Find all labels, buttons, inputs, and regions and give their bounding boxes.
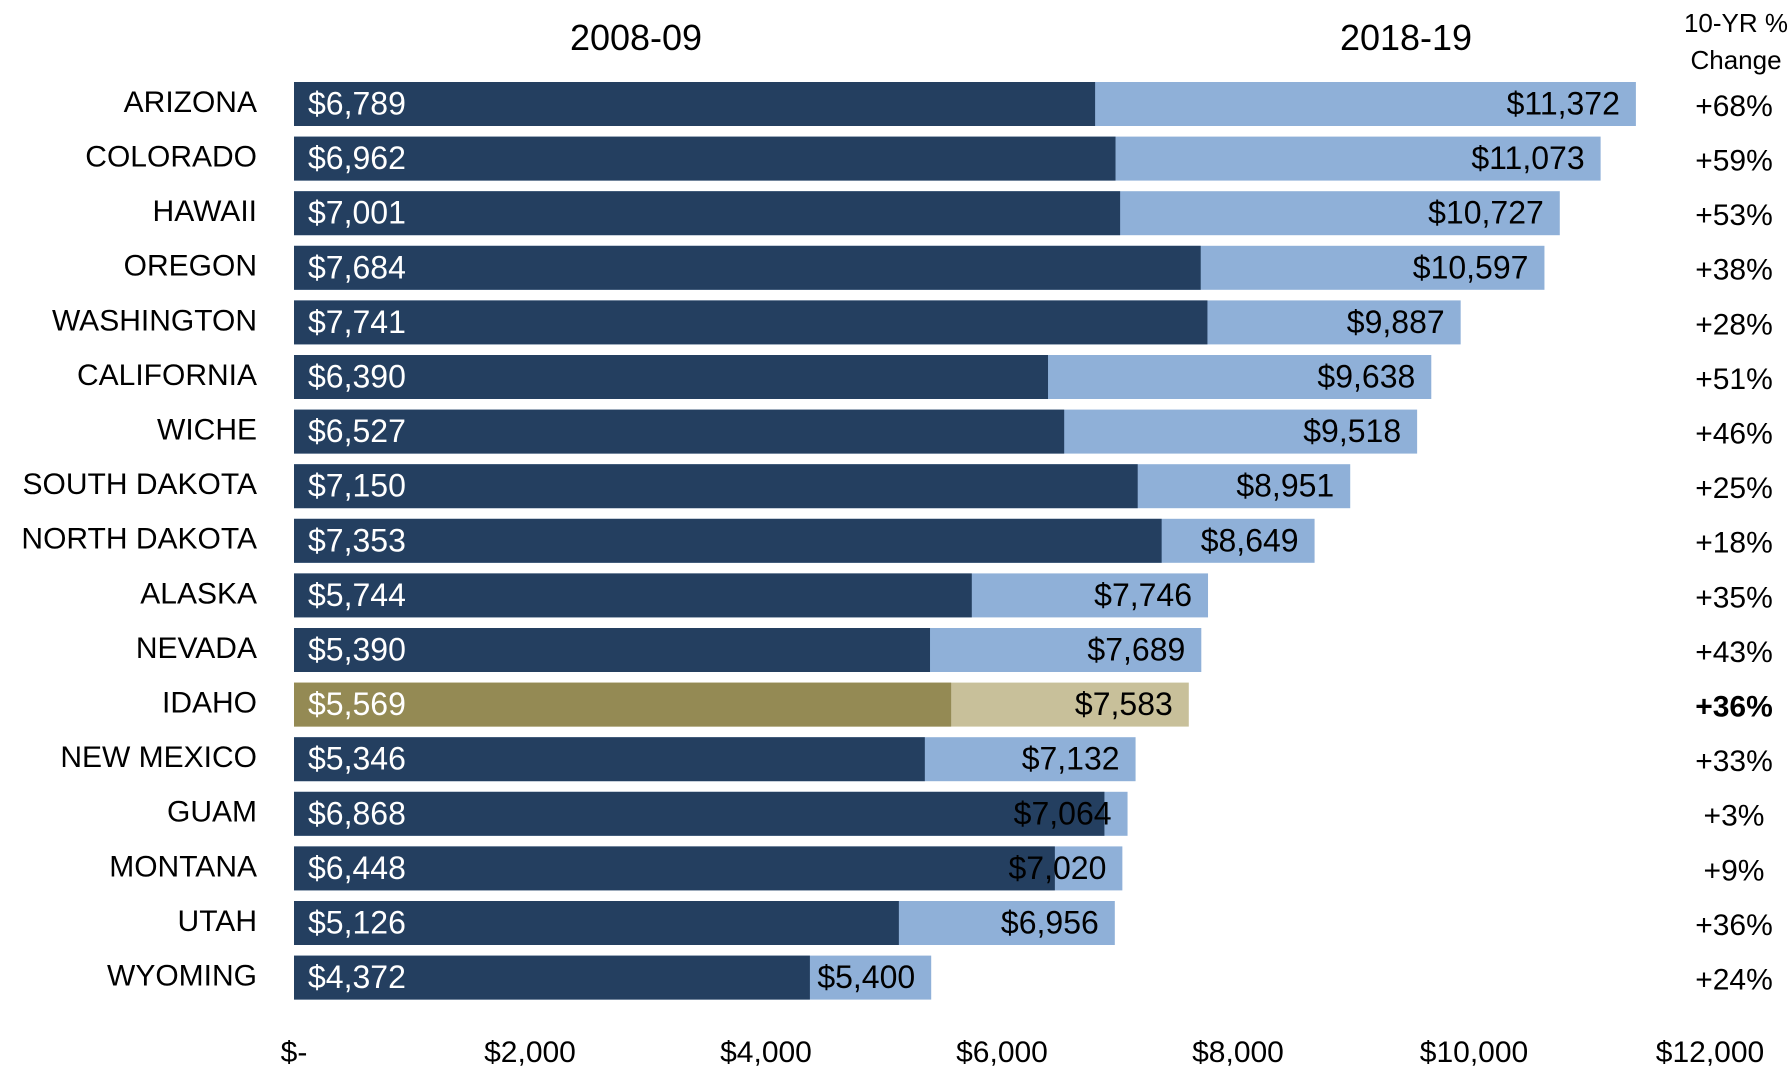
- change-label: +35%: [1695, 581, 1773, 614]
- change-label: +43%: [1695, 636, 1773, 669]
- category-label: IDAHO: [162, 687, 257, 720]
- data-label-2008-09: $6,789: [308, 85, 406, 121]
- data-label-2008-09: $5,126: [308, 904, 406, 940]
- data-label-2018-19: $6,956: [1001, 904, 1099, 940]
- data-label-2018-19: $9,887: [1347, 304, 1445, 340]
- x-tick-label: $2,000: [484, 1036, 576, 1069]
- series-header-2018-19: 2018-19: [1340, 17, 1472, 58]
- category-label: NEVADA: [136, 632, 257, 665]
- data-label-2008-09: $7,741: [308, 304, 406, 340]
- data-label-2018-19: $5,400: [817, 959, 915, 995]
- bar-2008-09: [294, 955, 810, 1000]
- bar-2008-09: [294, 901, 899, 945]
- data-label-2018-19: $7,583: [1075, 686, 1173, 722]
- bar-2008-09: [294, 409, 1065, 454]
- data-label-2008-09: $6,868: [308, 795, 406, 831]
- data-label-2008-09: $6,527: [308, 413, 406, 449]
- data-label-2008-09: $5,744: [308, 577, 406, 613]
- data-label-2018-19: $7,132: [1022, 741, 1120, 777]
- change-label: +25%: [1695, 472, 1773, 505]
- series-header-2008-09: 2008-09: [570, 17, 702, 58]
- change-label: +38%: [1695, 254, 1773, 287]
- data-label-2018-19: $11,073: [1471, 140, 1584, 176]
- category-label: OREGON: [124, 250, 257, 283]
- bar-2008-09: [294, 791, 1105, 836]
- data-label-2018-19: $8,951: [1236, 468, 1334, 504]
- data-label-2018-19: $7,746: [1094, 577, 1192, 613]
- x-tick-label: $4,000: [720, 1036, 812, 1069]
- bar-2008-09: [294, 300, 1208, 345]
- data-label-2008-09: $6,962: [308, 140, 406, 176]
- change-label: +46%: [1695, 418, 1773, 451]
- change-label: +9%: [1704, 854, 1765, 887]
- bar-2008-09: [294, 82, 1096, 126]
- category-label: WYOMING: [107, 960, 257, 993]
- category-label: UTAH: [178, 905, 257, 938]
- category-label: WICHE: [157, 414, 257, 447]
- bar-2008-09: [294, 355, 1049, 399]
- bar-2008-09: [294, 191, 1121, 236]
- data-label-2018-19: $9,638: [1317, 358, 1415, 394]
- category-label: COLORADO: [85, 141, 257, 174]
- data-label-2008-09: $7,001: [308, 195, 406, 231]
- x-tick-label: $6,000: [956, 1036, 1048, 1069]
- data-label-2018-19: $7,689: [1087, 631, 1185, 667]
- change-label: +33%: [1695, 745, 1773, 778]
- x-tick-label: $10,000: [1420, 1036, 1528, 1069]
- bar-2008-09: [294, 464, 1138, 509]
- change-label: +24%: [1695, 964, 1773, 997]
- x-tick-label: $12,000: [1656, 1036, 1764, 1069]
- category-label: WASHINGTON: [52, 304, 257, 337]
- data-label-2008-09: $5,390: [308, 631, 406, 667]
- bar-2008-09: [294, 737, 925, 782]
- category-label: CALIFORNIA: [77, 359, 257, 392]
- category-label: SOUTH DAKOTA: [23, 468, 257, 501]
- change-label: +18%: [1695, 527, 1773, 560]
- bar-2008-09: [294, 682, 952, 727]
- change-label: +53%: [1695, 199, 1773, 232]
- change-label: +3%: [1704, 800, 1765, 833]
- category-label: NEW MEXICO: [60, 741, 257, 774]
- data-label-2018-19: $11,372: [1507, 85, 1620, 121]
- change-label: +36%: [1695, 909, 1773, 942]
- bar-2008-09: [294, 136, 1116, 181]
- data-label-2008-09: $4,372: [308, 959, 406, 995]
- category-label: HAWAII: [153, 195, 257, 228]
- data-label-2008-09: $6,390: [308, 358, 406, 394]
- data-label-2008-09: $7,150: [308, 468, 406, 504]
- bar-2008-09: [294, 628, 931, 672]
- data-label-2018-19: $8,649: [1201, 522, 1299, 558]
- change-label: +59%: [1695, 145, 1773, 178]
- category-label: NORTH DAKOTA: [21, 523, 257, 556]
- data-label-2008-09: $7,353: [308, 522, 406, 558]
- bar-2008-09: [294, 846, 1055, 891]
- change-header-line1: 10-YR %: [1684, 8, 1788, 38]
- change-label: +36%: [1695, 691, 1773, 724]
- bar-2008-09: [294, 245, 1201, 290]
- category-label: GUAM: [167, 796, 257, 829]
- data-label-2008-09: $5,346: [308, 741, 406, 777]
- category-label: ARIZONA: [124, 86, 257, 119]
- data-label-2018-19: $9,518: [1303, 413, 1401, 449]
- data-label-2018-19: $10,597: [1413, 249, 1529, 285]
- data-label-2018-19: $10,727: [1428, 195, 1544, 231]
- change-label: +51%: [1695, 363, 1773, 396]
- bar-2008-09: [294, 518, 1162, 563]
- x-tick-label: $8,000: [1192, 1036, 1284, 1069]
- data-label-2018-19: $7,064: [1014, 795, 1112, 831]
- change-label: +28%: [1695, 308, 1773, 341]
- category-label: ALASKA: [140, 577, 257, 610]
- change-label: +68%: [1695, 90, 1773, 123]
- category-label: MONTANA: [109, 850, 257, 883]
- bar-2008-09: [294, 573, 972, 618]
- data-label-2008-09: $7,684: [308, 249, 406, 285]
- data-label-2008-09: $5,569: [308, 686, 406, 722]
- change-header-line2: Change: [1690, 45, 1781, 75]
- x-tick-label: $-: [281, 1036, 308, 1069]
- data-label-2018-19: $7,020: [1008, 850, 1106, 886]
- data-label-2008-09: $6,448: [308, 850, 406, 886]
